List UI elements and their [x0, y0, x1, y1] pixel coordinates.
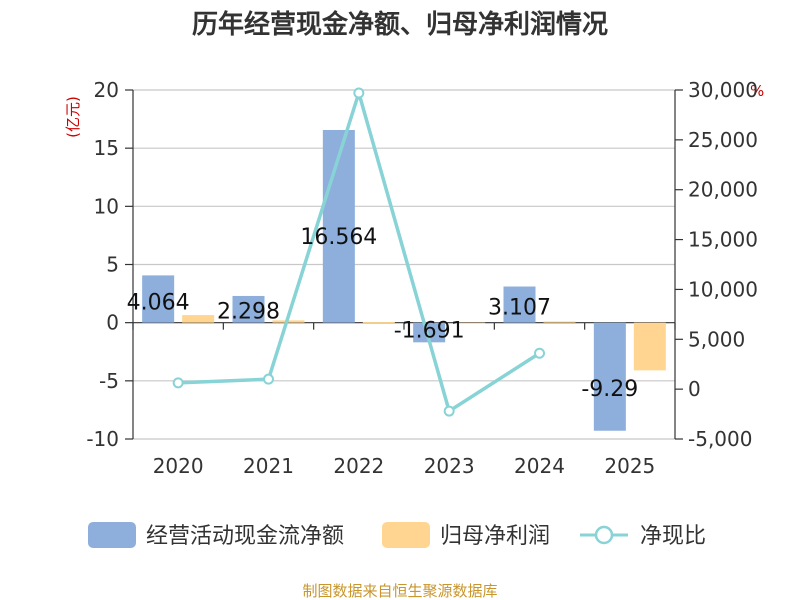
profit-bar — [543, 321, 576, 323]
cashflow-data-label: -9.29 — [581, 377, 638, 402]
legend: 经营活动现金流净额 归母净利润 净现比 — [88, 522, 706, 549]
cashflow-bar — [232, 295, 265, 323]
profit-bar — [453, 322, 486, 324]
profit-bar — [633, 322, 666, 371]
right-axis-unit: % — [750, 82, 764, 100]
legend-swatch-cashflow — [88, 522, 136, 548]
left-tick-label: -10 — [86, 427, 119, 451]
bars — [142, 129, 666, 431]
ratio-point — [172, 377, 184, 389]
right-tick-label: 5,000 — [688, 327, 745, 351]
profit-bar — [362, 322, 395, 324]
right-tick-label: 15,000 — [688, 228, 758, 252]
x-tick-label: 2024 — [514, 454, 565, 478]
left-tick-label: 5 — [106, 253, 119, 277]
right-tick-label: 0 — [688, 377, 701, 401]
profit-bar — [182, 315, 215, 323]
ratio-line-path — [178, 86, 541, 414]
cashflow-data-label: -1.691 — [394, 319, 465, 344]
axes: 20 15 10 5 0 -5 -10 30,000 25,000 20,000 15,000 10,… — [86, 78, 758, 478]
ratio-point — [534, 347, 545, 359]
x-tick-label: 2020 — [153, 454, 204, 478]
left-tick-label: 20 — [94, 78, 119, 102]
cashflow-data-label: 16.564 — [300, 225, 377, 250]
source-note: 制图数据来自恒生聚源数据库 — [302, 582, 497, 600]
x-tick-label: 2025 — [604, 454, 655, 478]
data-labels: 4.064 2.298 16.564 -1.691 3.107 -9.29 — [127, 225, 639, 402]
left-tick-label: 10 — [94, 194, 119, 218]
left-tick-label: 15 — [94, 136, 119, 160]
x-tick-label: 2022 — [333, 454, 384, 478]
right-tick-label: 20,000 — [688, 178, 758, 202]
right-tick-label: 10,000 — [688, 277, 758, 301]
legend-swatch-profit — [382, 522, 430, 548]
cashflow-data-label: 3.107 — [488, 295, 551, 320]
legend-label-cashflow: 经营活动现金流净额 — [146, 524, 344, 549]
left-tick-label: 0 — [106, 311, 119, 335]
gridlines — [133, 89, 675, 440]
cashflow-bar — [142, 275, 175, 323]
cashflow-data-label: 4.064 — [127, 290, 190, 315]
right-tick-label: 30,000 — [688, 78, 758, 102]
left-axis-unit: (亿元) — [64, 96, 82, 138]
cashflow-data-label: 2.298 — [217, 300, 280, 325]
x-tick-label: 2023 — [424, 454, 475, 478]
ratio-line — [172, 86, 545, 417]
right-tick-label: -5,000 — [688, 427, 752, 451]
chart-title: 历年经营现金净额、归母净利润情况 — [192, 9, 608, 40]
cashflow-bar — [593, 322, 626, 431]
x-tick-label: 2021 — [243, 454, 294, 478]
left-tick-label: -5 — [99, 369, 119, 393]
cashflow-bar — [413, 322, 446, 343]
cashflow-bar — [503, 286, 536, 323]
right-tick-label: 25,000 — [688, 128, 758, 152]
legend-marker-ratio — [594, 525, 614, 545]
legend-label-profit: 归母净利润 — [440, 524, 550, 549]
legend-label-ratio: 净现比 — [640, 524, 706, 549]
ratio-point — [263, 373, 274, 385]
ratio-point — [353, 87, 365, 99]
ratio-point — [443, 405, 455, 417]
